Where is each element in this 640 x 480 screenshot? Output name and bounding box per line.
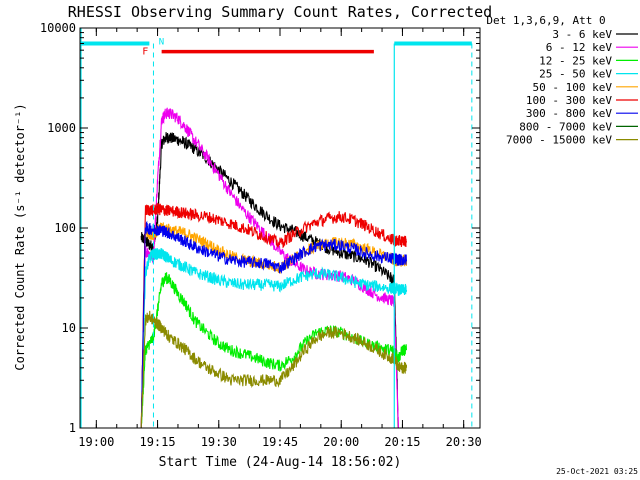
y-axis-label: Corrected Count Rate (s⁻¹ detector⁻¹) [13,103,27,370]
legend-label: 300 - 800 keV [526,107,612,120]
legend-label: 12 - 25 keV [539,54,612,67]
y-tick-label: 10 [62,321,76,335]
series-line-6-12kev [140,107,407,429]
flag-layer: FN [80,28,473,428]
night-label: N [159,37,164,47]
legend-label: 800 - 7000 keV [519,120,612,133]
series-line-100-300kev [140,203,408,429]
legend-label: 25 - 50 keV [539,68,612,81]
legend-label: 6 - 12 keV [546,41,613,54]
x-tick-label: 19:00 [78,435,114,449]
y-tick-label: 1000 [47,121,76,135]
legend-title: Det 1,3,6,9, Att 0 [486,14,605,27]
x-tick-label: 19:45 [262,435,298,449]
x-tick-label: 20:00 [323,435,359,449]
series-line-25-50kev [140,247,408,429]
series-line-12-25kev [140,272,408,429]
series-line-300-800kev [140,220,408,429]
y-tick-label: 1 [69,421,76,435]
legend-label: 7000 - 15000 keV [506,134,612,147]
series-line-3-6kev [140,132,407,429]
y-tick-label: 10000 [40,21,76,35]
x-tick-label: 19:30 [201,435,237,449]
x-tick-label: 20:15 [384,435,420,449]
x-tick-label: 20:30 [446,435,482,449]
series-layer [140,107,408,429]
footer-timestamp: 25-Oct-2021 03:25 [556,467,638,476]
series-line-7000-15000kev [140,310,408,429]
chart-title: RHESSI Observing Summary Count Rates, Co… [68,3,492,21]
flare-label: F [142,47,148,58]
legend-label: 3 - 6 keV [552,28,612,41]
legend-label: 50 - 100 keV [533,81,613,94]
series-line-50-100kev [140,222,408,429]
legend-label: 100 - 300 keV [526,94,612,107]
x-axis-label: Start Time (24-Aug-14 18:56:02) [159,455,402,470]
x-tick-label: 19:15 [139,435,175,449]
axes-layer: 19:00 19:15 19:30 19:45 20:00 20:15 20:30 1 10 10… [40,21,482,449]
y-tick-label: 100 [54,221,76,235]
